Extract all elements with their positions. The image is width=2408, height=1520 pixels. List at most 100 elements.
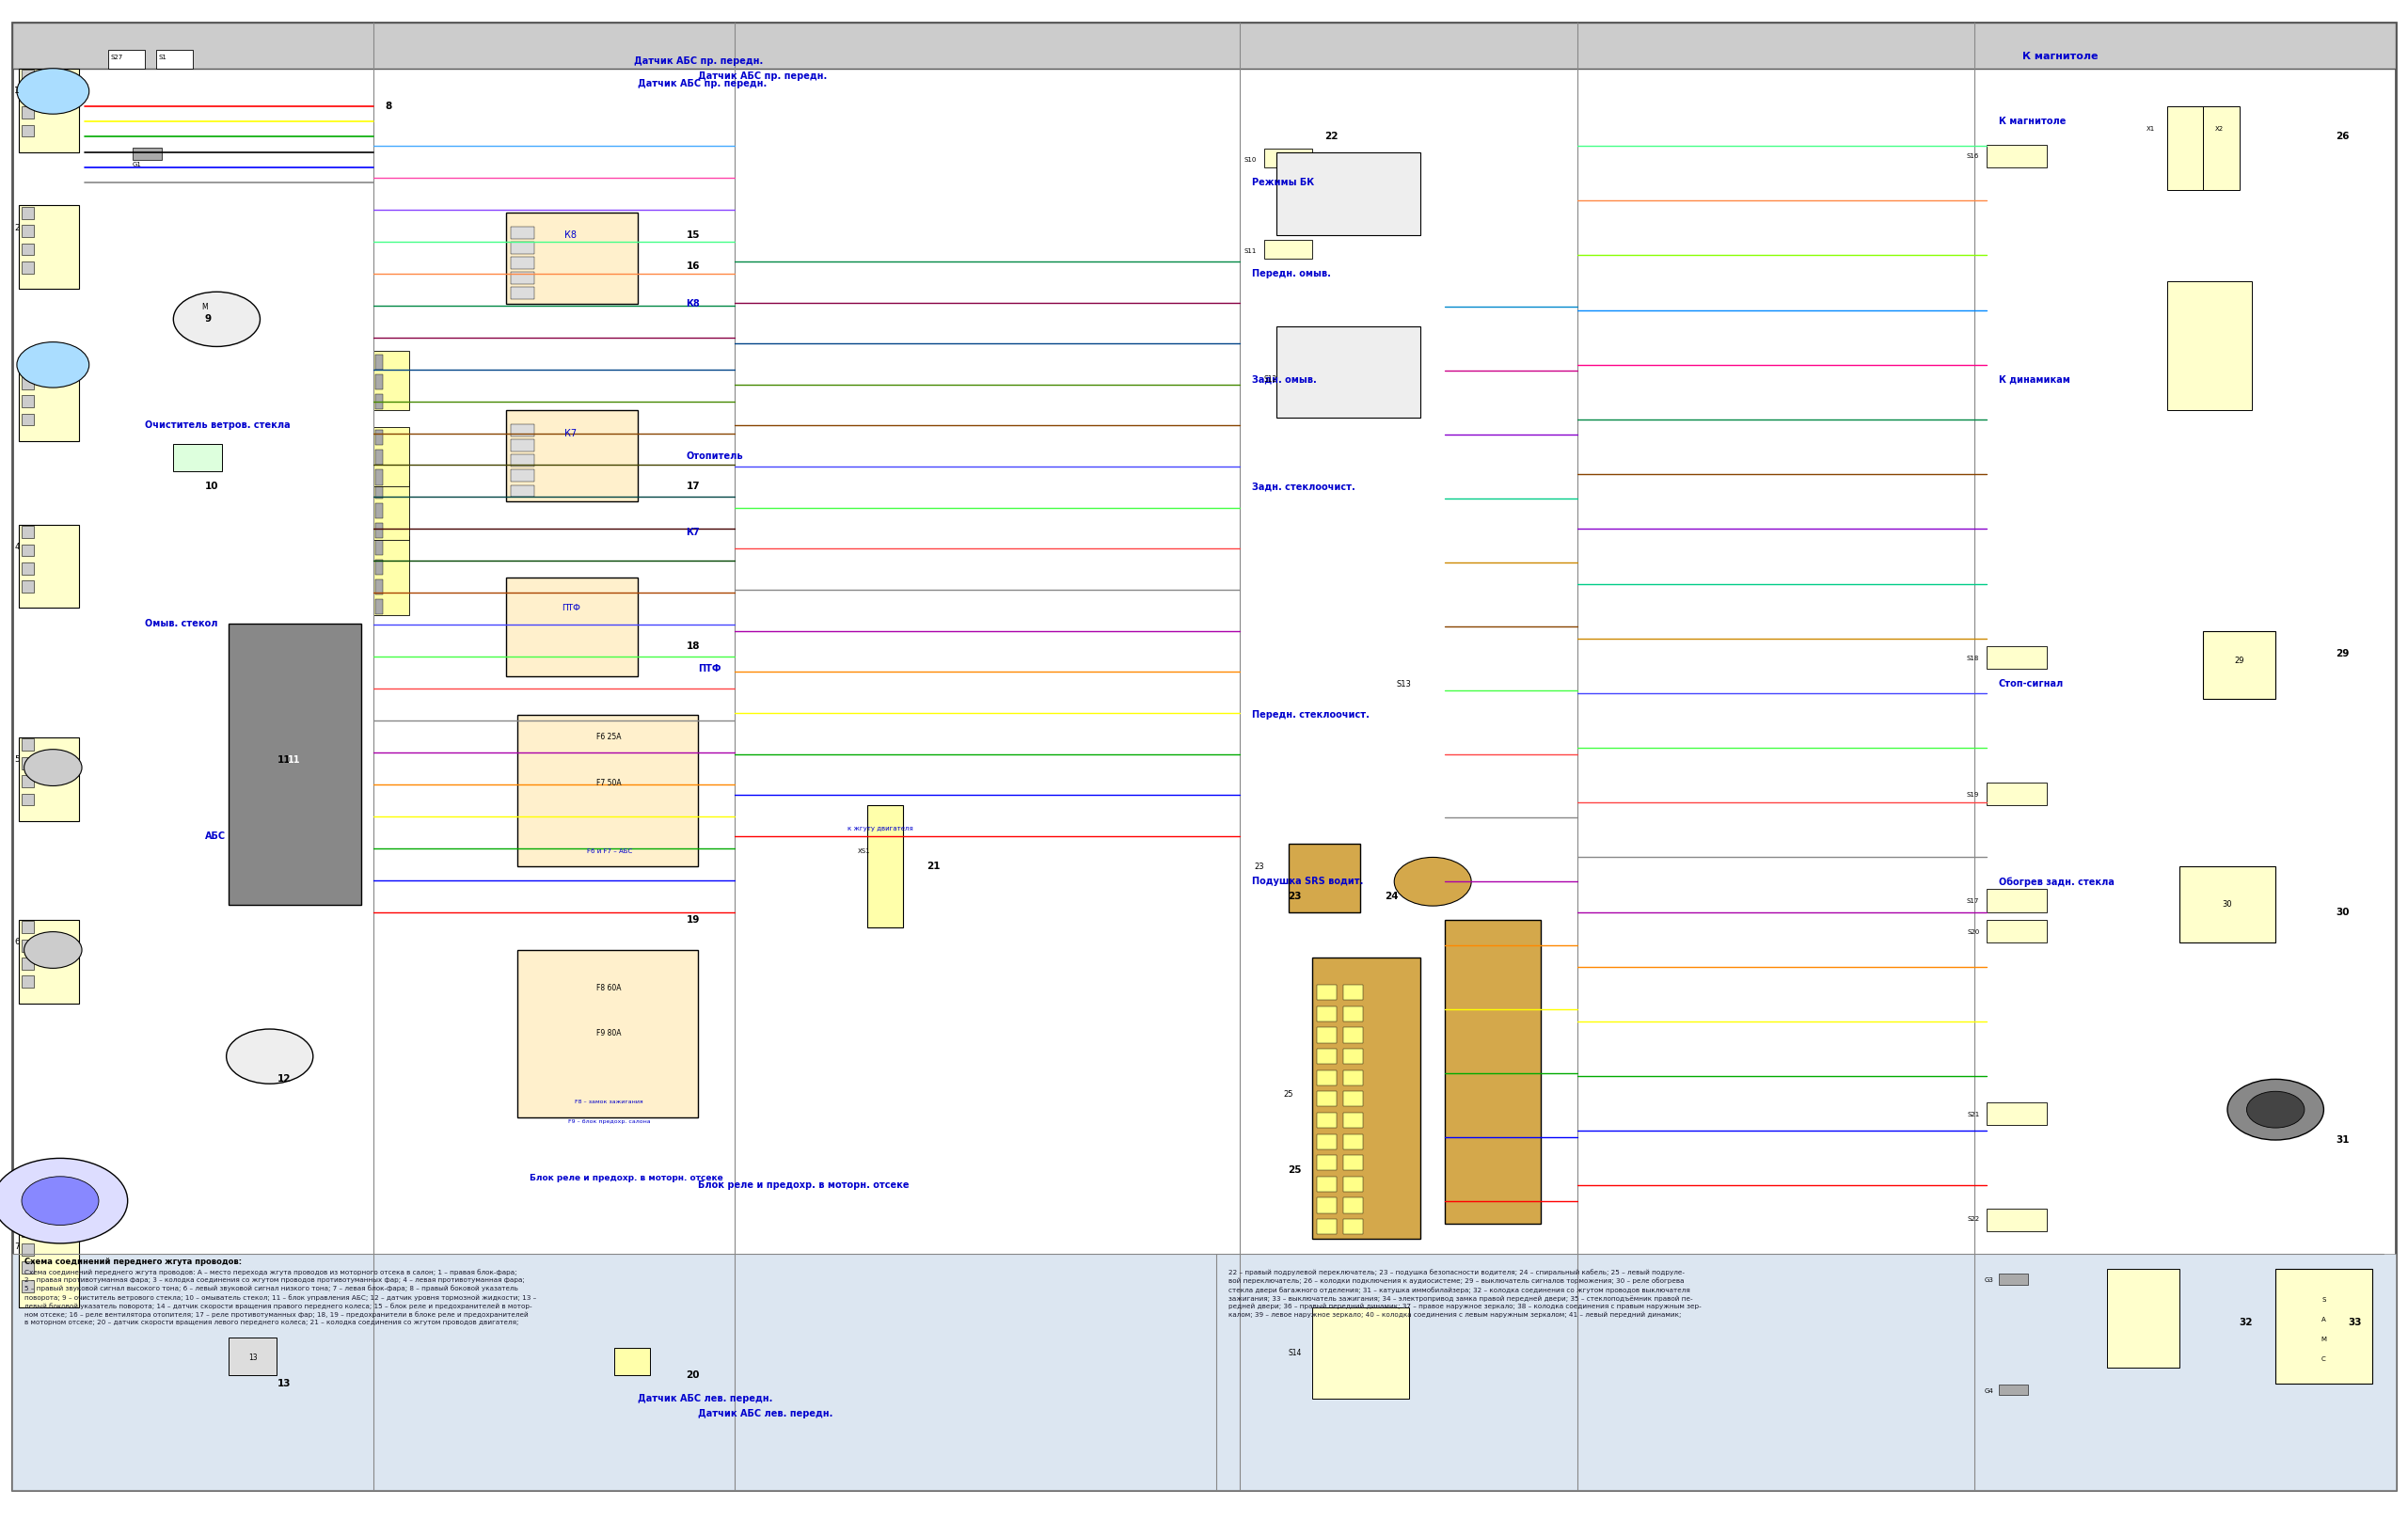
Circle shape	[1394, 857, 1471, 906]
Text: X1: X1	[2146, 126, 2155, 132]
Text: G1: G1	[132, 161, 142, 167]
Text: S17: S17	[1967, 898, 1979, 904]
Bar	[22, 1243, 34, 1256]
Text: 5: 5	[14, 755, 19, 765]
Text: F6 и F7 – АБС: F6 и F7 – АБС	[588, 848, 631, 854]
Bar	[22, 207, 34, 219]
Bar	[1344, 1134, 1363, 1149]
Bar	[22, 395, 34, 407]
Bar	[12, 23, 2396, 68]
Text: X2: X2	[2215, 126, 2225, 132]
Text: F9 – блок предохр. салона: F9 – блок предохр. салона	[568, 1119, 650, 1125]
Text: M: M	[2321, 1336, 2326, 1342]
Text: S14: S14	[1288, 1348, 1303, 1357]
Bar	[1276, 152, 1421, 236]
Bar	[1317, 1176, 1336, 1192]
Text: 11: 11	[287, 755, 301, 765]
Bar	[22, 739, 34, 751]
Text: Передн. омыв.: Передн. омыв.	[1252, 269, 1332, 278]
Bar	[1264, 149, 1312, 167]
Text: Омыв. стекол: Омыв. стекол	[144, 619, 217, 628]
Text: F6 25A: F6 25A	[597, 733, 621, 742]
Text: к жгуту двигателя: к жгуту двигателя	[848, 825, 913, 831]
Bar	[376, 559, 383, 575]
Text: Задн. омыв.: Задн. омыв.	[1252, 375, 1317, 385]
Text: 9: 9	[205, 315, 212, 324]
Bar	[510, 424, 535, 436]
Text: S1: S1	[159, 55, 166, 61]
Bar	[173, 444, 222, 471]
Text: Отопитель: Отопитель	[686, 451, 744, 461]
Text: 8: 8	[385, 102, 393, 111]
Text: Блок реле и предохр. в моторн. отсеке: Блок реле и предохр. в моторн. отсеке	[530, 1173, 722, 1183]
Text: 30: 30	[2336, 907, 2350, 917]
Circle shape	[22, 1176, 99, 1225]
Bar	[373, 537, 409, 616]
Circle shape	[0, 1158, 128, 1243]
Bar	[22, 544, 34, 556]
Bar	[1312, 1307, 1409, 1398]
Text: 12: 12	[277, 1075, 291, 1084]
Text: 26: 26	[2336, 132, 2350, 141]
Text: 29: 29	[2235, 657, 2244, 666]
Bar	[22, 243, 34, 255]
Text: S: S	[2321, 1297, 2326, 1303]
Bar	[2203, 631, 2276, 699]
Bar	[22, 757, 34, 769]
Bar	[376, 374, 383, 389]
Bar	[510, 272, 535, 284]
Text: F8 – замок зажигания: F8 – замок зажигания	[576, 1099, 643, 1105]
Circle shape	[17, 342, 89, 388]
Bar	[19, 68, 79, 152]
Bar	[22, 377, 34, 389]
Text: 19: 19	[686, 915, 701, 924]
Bar	[108, 50, 144, 68]
Text: F8 60A: F8 60A	[597, 983, 621, 993]
Bar	[1999, 1385, 2028, 1395]
Text: 20: 20	[686, 1371, 701, 1380]
Bar	[22, 261, 34, 274]
Text: 16: 16	[686, 261, 701, 271]
Text: 7: 7	[14, 1242, 19, 1251]
Bar	[19, 737, 79, 821]
Text: 1: 1	[14, 87, 19, 96]
Bar	[518, 714, 698, 866]
Bar	[1344, 1070, 1363, 1085]
Bar	[2179, 866, 2276, 942]
Bar	[22, 413, 34, 426]
Bar	[2167, 106, 2203, 190]
Bar	[22, 921, 34, 933]
Bar	[22, 958, 34, 970]
Bar	[19, 205, 79, 289]
Bar	[1987, 646, 2047, 669]
Text: 22: 22	[1324, 132, 1339, 141]
Bar	[22, 775, 34, 787]
Bar	[376, 503, 383, 518]
Bar	[510, 454, 535, 467]
Bar	[867, 806, 903, 927]
Text: 31: 31	[2336, 1135, 2350, 1145]
Text: 25: 25	[1283, 1090, 1293, 1099]
Text: 11: 11	[277, 755, 291, 765]
Bar	[229, 623, 361, 904]
Text: Датчик АБС пр. передн.: Датчик АБС пр. передн.	[633, 56, 763, 65]
Bar	[157, 50, 193, 68]
Bar	[22, 976, 34, 988]
Bar	[22, 793, 34, 806]
Bar	[1344, 1113, 1363, 1128]
Bar	[373, 480, 409, 540]
Text: Схема соединений переднего жгута проводов: А – место перехода жгута проводов из : Схема соединений переднего жгута проводо…	[24, 1269, 537, 1325]
Text: 13: 13	[277, 1379, 291, 1388]
Bar	[373, 427, 409, 486]
Text: 22 – правый подрулевой переключатель; 23 – подушка безопасности водителя; 24 – с: 22 – правый подрулевой переключатель; 23…	[1228, 1269, 1700, 1318]
Bar	[19, 1224, 79, 1307]
Text: ПТФ: ПТФ	[561, 603, 580, 613]
Circle shape	[2227, 1079, 2324, 1140]
Bar	[22, 1225, 34, 1237]
Bar	[510, 226, 535, 239]
Text: S22: S22	[1967, 1216, 1979, 1222]
Bar	[22, 359, 34, 371]
Bar	[2276, 1269, 2372, 1383]
Bar	[1344, 1219, 1363, 1234]
Text: К динамикам: К динамикам	[1999, 375, 2071, 385]
